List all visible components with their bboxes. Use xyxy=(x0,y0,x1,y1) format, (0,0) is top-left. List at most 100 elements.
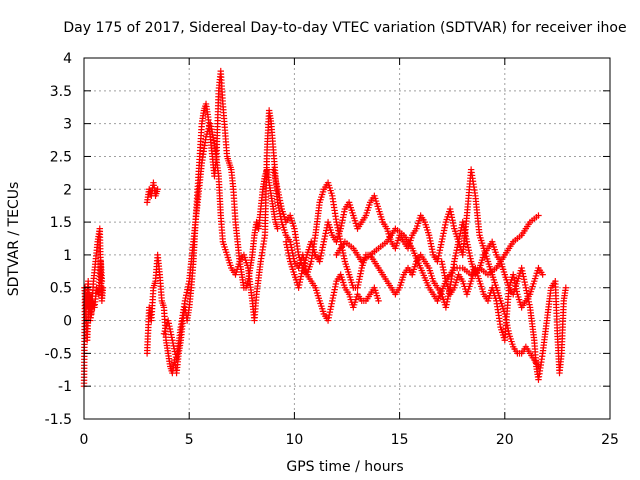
data-point-fill xyxy=(283,241,290,248)
data-point xyxy=(451,258,458,265)
data-point-fill xyxy=(270,169,278,176)
data-point-fill xyxy=(330,289,338,296)
data-point-fill xyxy=(318,247,326,254)
y-tick-label: -0.5 xyxy=(45,346,72,362)
data-point-fill xyxy=(440,269,448,276)
data-point-fill xyxy=(299,267,306,275)
data-point-fill xyxy=(466,252,474,260)
data-point xyxy=(274,186,281,193)
data-series xyxy=(438,258,546,344)
data-point-fill xyxy=(340,211,347,218)
y-axis-label: SDTVAR / TECUs xyxy=(6,182,22,297)
data-point-fill xyxy=(166,322,173,330)
data-point-fill xyxy=(355,278,362,286)
data-point-fill xyxy=(427,237,434,245)
data-point-fill xyxy=(440,230,447,237)
data-point-fill xyxy=(320,241,327,248)
data-point-fill xyxy=(285,249,292,257)
data-point xyxy=(207,120,214,127)
data-point xyxy=(98,277,106,285)
data-point-fill xyxy=(327,306,334,313)
data-point xyxy=(295,284,302,291)
data-point-fill xyxy=(465,247,472,254)
data-point xyxy=(274,225,281,232)
data-point-fill xyxy=(297,273,305,280)
data-point-fill xyxy=(339,217,346,224)
data-point xyxy=(510,271,517,278)
data-point-fill xyxy=(296,281,303,289)
data-point-fill xyxy=(439,261,446,268)
y-tick-label: 2 xyxy=(63,182,72,198)
data-point-fill xyxy=(165,320,172,327)
data-point-fill xyxy=(464,244,472,251)
y-tick-label: 2.5 xyxy=(50,149,72,165)
data-point xyxy=(164,317,172,324)
data-point-fill xyxy=(520,276,528,283)
data-point-fill xyxy=(464,241,471,248)
data-series xyxy=(143,67,281,377)
data-point xyxy=(329,297,336,305)
data-point-fill xyxy=(298,270,305,277)
data-point-fill xyxy=(448,214,456,221)
data-point-fill xyxy=(184,283,192,290)
data-point xyxy=(316,258,323,265)
data-point-fill xyxy=(442,275,449,282)
data-point-fill xyxy=(182,294,189,302)
x-tick-label: 10 xyxy=(285,432,303,448)
data-point-fill xyxy=(167,328,174,335)
data-point-fill xyxy=(439,235,446,243)
data-point xyxy=(562,284,570,291)
data-point-fill xyxy=(321,235,328,243)
data-point-fill xyxy=(338,219,346,227)
y-tick-label: 4 xyxy=(63,51,72,67)
data-point-fill xyxy=(426,234,433,242)
data-point-fill xyxy=(440,266,447,274)
data-point-fill xyxy=(436,247,444,254)
data-point-fill xyxy=(330,292,337,299)
data-point-fill xyxy=(319,244,326,251)
data-point-fill xyxy=(354,281,362,289)
data-point-fill xyxy=(329,294,337,302)
data-point-fill xyxy=(449,219,457,227)
data-point-fill xyxy=(442,221,449,229)
data-point-fill xyxy=(277,202,285,210)
data-point-fill xyxy=(166,325,174,333)
data-point-fill xyxy=(284,247,291,254)
data-point-fill xyxy=(440,227,448,234)
data-point-fill xyxy=(523,287,530,294)
y-tick-label: 0 xyxy=(63,314,72,330)
data-point-fill xyxy=(276,197,284,204)
data-point-fill xyxy=(272,177,279,185)
data-point-fill xyxy=(317,252,325,260)
data-point-fill xyxy=(325,314,332,321)
data-point-fill xyxy=(449,217,456,224)
data-point-fill xyxy=(338,222,345,230)
data-point-fill xyxy=(513,288,521,295)
data-point-fill xyxy=(167,331,175,338)
data-point-fill xyxy=(277,200,284,207)
data-point xyxy=(169,337,176,344)
grid-lines xyxy=(84,58,610,419)
data-point-fill xyxy=(321,232,329,240)
data-point-fill xyxy=(443,298,451,305)
data-point-fill xyxy=(276,194,283,201)
data-point-fill xyxy=(333,221,341,229)
data-point-fill xyxy=(447,208,454,215)
data-point-fill xyxy=(441,272,448,279)
data-point-fill xyxy=(322,230,329,237)
data-point-fill xyxy=(334,224,341,231)
data-point-fill xyxy=(466,249,473,257)
data-point-fill xyxy=(318,249,325,257)
y-tick-label: 1 xyxy=(63,248,72,264)
data-point xyxy=(438,238,445,245)
data-point-fill xyxy=(511,279,519,287)
data-point xyxy=(333,218,340,226)
data-point xyxy=(154,186,161,193)
data-point-fill xyxy=(520,273,527,280)
data-point xyxy=(459,218,466,226)
data-point-fill xyxy=(512,282,519,290)
data-series xyxy=(270,166,382,324)
data-point-fill xyxy=(271,174,279,182)
data-point xyxy=(518,264,525,272)
